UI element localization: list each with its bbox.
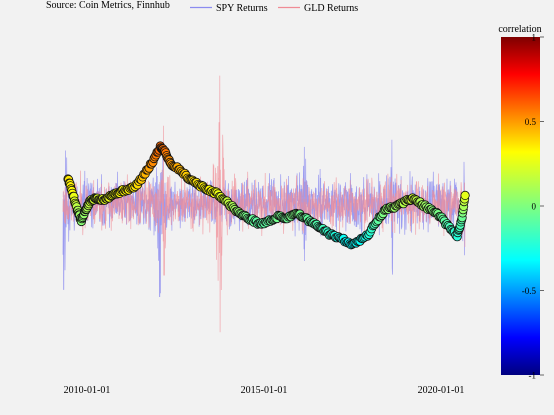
x-axis: 2010-01-01 2015-01-01 2020-01-01 (64, 385, 465, 396)
source-note: Source: Coin Metrics, Finnhub (46, 0, 170, 11)
x-tick-label-2015: 2015-01-01 (241, 385, 288, 396)
x-tick-label-2010: 2010-01-01 (64, 385, 111, 396)
legend-label-spy: SPY Returns (216, 3, 268, 14)
colorbar-tick-label: 0.5 (525, 117, 537, 127)
colorbar-gradient (501, 37, 540, 375)
colorbar-tick-label: 1 (532, 33, 537, 43)
colorbar-tick-label: -0.5 (522, 286, 537, 296)
x-tick-label-2020: 2020-01-01 (418, 385, 465, 396)
colorbar-title: correlation (498, 24, 541, 35)
correlation-markers-layer (63, 141, 470, 250)
colorbar-tick-label: -1 (529, 371, 537, 381)
legend-label-gld: GLD Returns (304, 3, 358, 14)
colorbar-ticks: 1 0.5 0 -0.5 -1 (522, 33, 544, 381)
colorbar: correlation 1 0.5 0 -0.5 -1 (498, 24, 544, 381)
correlation-point (460, 190, 470, 200)
legend: SPY Returns GLD Returns (190, 3, 358, 14)
colorbar-tick-label: 0 (532, 202, 537, 212)
